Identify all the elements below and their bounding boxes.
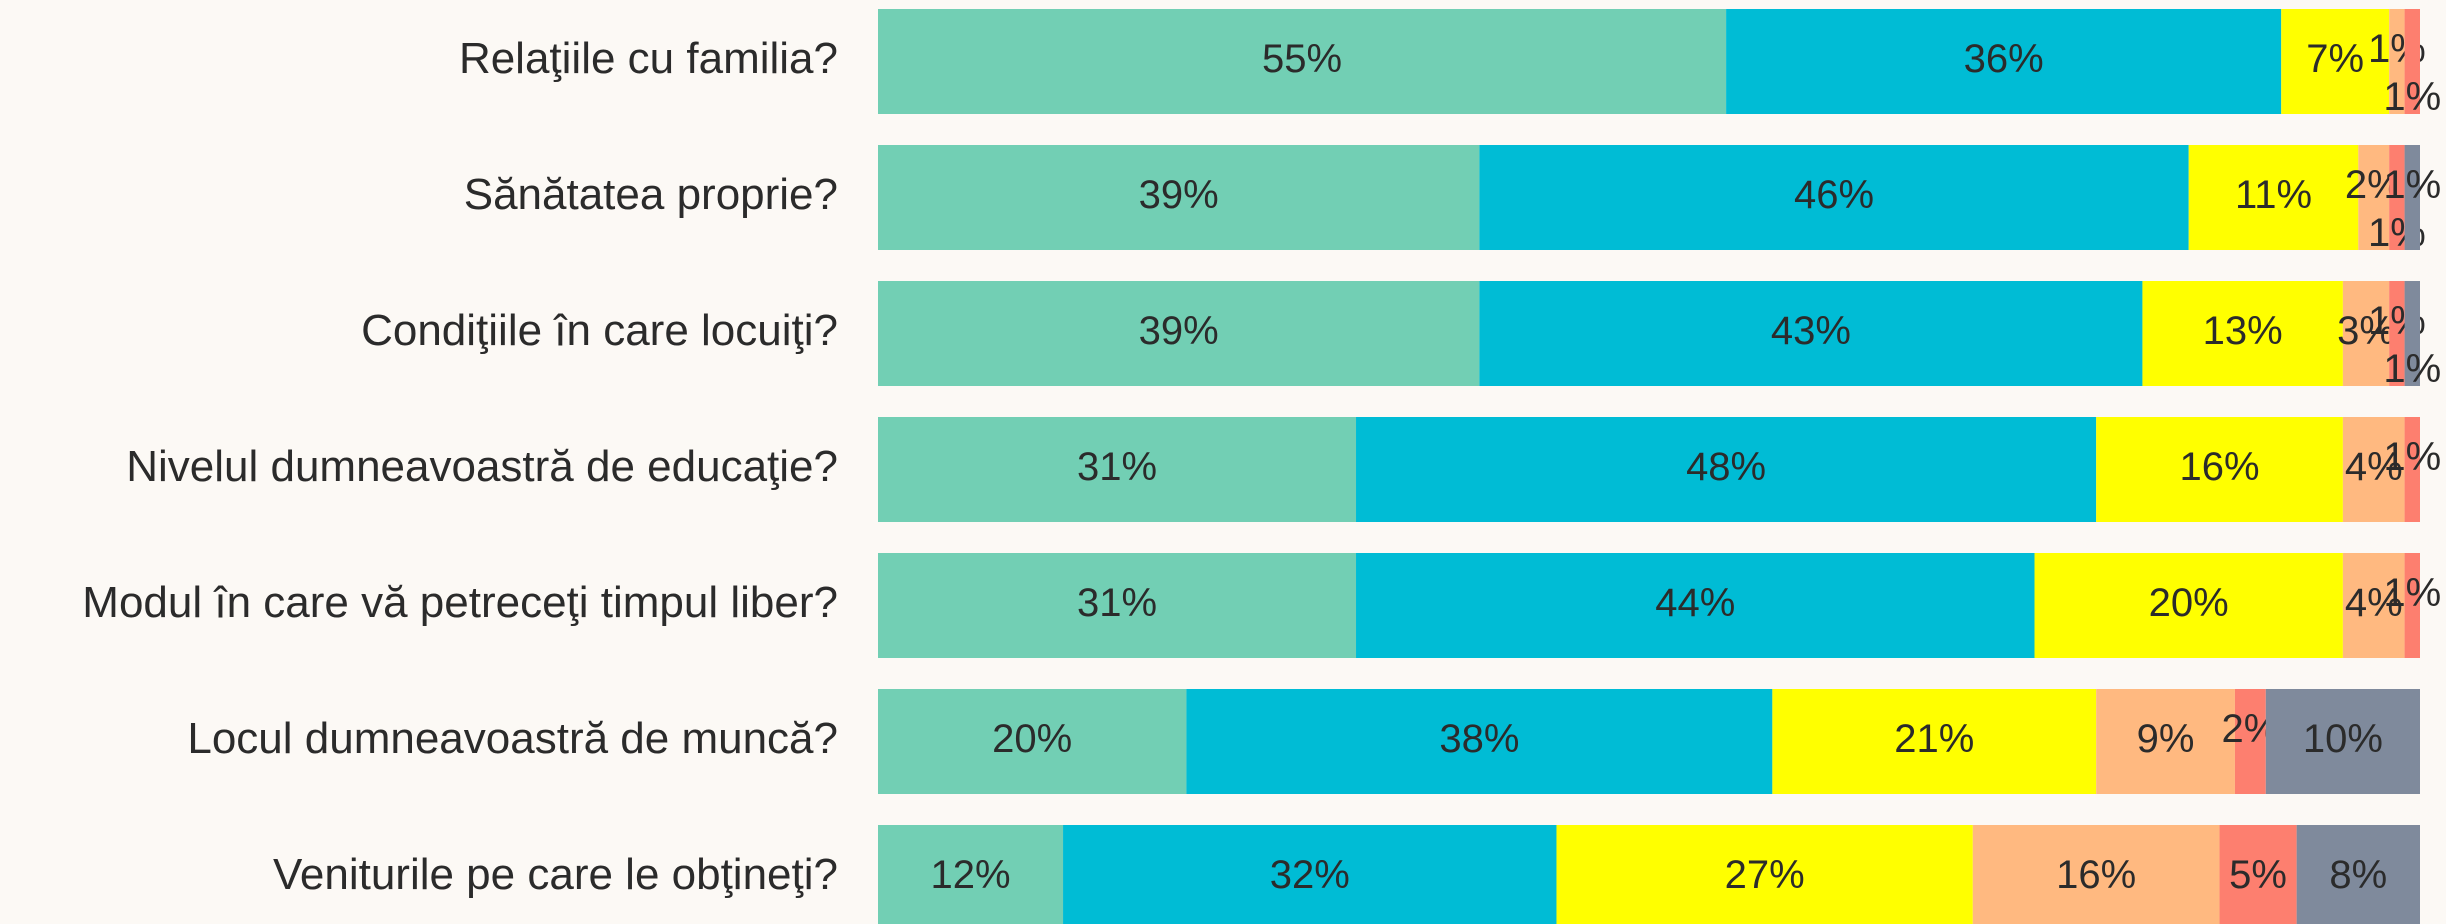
value-label: 31% [1077, 581, 1157, 625]
value-label: 31% [1077, 445, 1157, 489]
bar-segment [2404, 417, 2420, 522]
value-label: 5% [2229, 853, 2287, 897]
bar-segment [2296, 825, 2420, 924]
bar-segment [2389, 145, 2405, 250]
value-label: 3% [2337, 309, 2395, 353]
category-label: Locul dumneavoastră de muncă? [187, 714, 838, 763]
category-label: Sănătatea proprie? [464, 170, 838, 219]
value-label: 7% [2306, 37, 2364, 81]
bar-segment [2096, 417, 2343, 522]
value-label: 1% [2383, 75, 2441, 119]
value-label: 21% [1894, 717, 1974, 761]
bar-segment [1556, 825, 1973, 924]
value-label: 16% [2056, 853, 2136, 897]
bar-segment [2188, 145, 2359, 250]
bar-segment [2096, 689, 2235, 794]
category-label: Condiţiile în care locuiţi? [361, 306, 838, 355]
value-label: 20% [992, 717, 1072, 761]
bar-segment [878, 689, 1187, 794]
value-label: 32% [1270, 853, 1350, 897]
value-label: 11% [2235, 173, 2312, 217]
value-label: 1% [2383, 163, 2441, 207]
bar-segment [878, 145, 1480, 250]
bar-segment [2404, 9, 2420, 114]
bar-segment [2389, 281, 2405, 386]
bar-segment [878, 9, 1727, 114]
bar-segment [1479, 281, 2143, 386]
bar-segment [2389, 9, 2405, 114]
value-label: 12% [930, 853, 1010, 897]
value-label: 1% [2383, 571, 2441, 615]
value-label: 8% [2329, 853, 2387, 897]
bar-segment [1726, 9, 2282, 114]
bar-segment [878, 553, 1357, 658]
bar-segment [2342, 553, 2405, 658]
bar-segment [1356, 417, 2097, 522]
value-label: 4% [2345, 445, 2403, 489]
bar-segment [2281, 9, 2390, 114]
bar-segment [2358, 145, 2390, 250]
value-label: 13% [2203, 309, 2283, 353]
bar-segment [1772, 689, 2097, 794]
bar-segment [2034, 553, 2343, 658]
bar-segment [878, 417, 1357, 522]
value-label: 38% [1439, 717, 1519, 761]
value-label: 20% [2149, 581, 2229, 625]
value-label: 1% [2383, 435, 2441, 479]
bar-segment [878, 825, 1064, 924]
value-label: 16% [2180, 445, 2260, 489]
value-label: 4% [2345, 581, 2403, 625]
bar-segment [2404, 553, 2420, 658]
value-label: 10% [2303, 717, 2383, 761]
bar-segment [2342, 417, 2405, 522]
value-label: 46% [1794, 173, 1874, 217]
bar-segment [1479, 145, 2189, 250]
bar-segment [2404, 281, 2420, 386]
value-label: 39% [1139, 173, 1219, 217]
category-label: Relaţiile cu familia? [459, 34, 838, 83]
category-label: Nivelul dumneavoastră de educaţie? [126, 442, 838, 491]
bar-segment [1972, 825, 2220, 924]
value-label: 27% [1725, 853, 1805, 897]
value-label: 43% [1771, 309, 1851, 353]
bar-segment [1186, 689, 1773, 794]
bar-segment [2404, 145, 2420, 250]
bar-segment [2234, 689, 2266, 794]
value-label: 9% [2137, 717, 2195, 761]
value-label: 55% [1262, 37, 1342, 81]
value-label: 36% [1964, 37, 2044, 81]
bar-segment [2342, 281, 2390, 386]
bar-segment [1356, 553, 2035, 658]
value-label: 39% [1139, 309, 1219, 353]
value-label: 48% [1686, 445, 1766, 489]
bar-segment [1063, 825, 1557, 924]
bar-segment [878, 281, 1480, 386]
category-label: Modul în care vă petreceţi timpul liber? [82, 578, 838, 627]
value-label: 1% [2383, 347, 2441, 391]
bar-segment [2142, 281, 2343, 386]
bar-segment [2219, 825, 2297, 924]
category-label: Veniturile pe care le obţineţi? [273, 850, 838, 899]
bar-segment [2265, 689, 2420, 794]
value-label: 44% [1655, 581, 1735, 625]
